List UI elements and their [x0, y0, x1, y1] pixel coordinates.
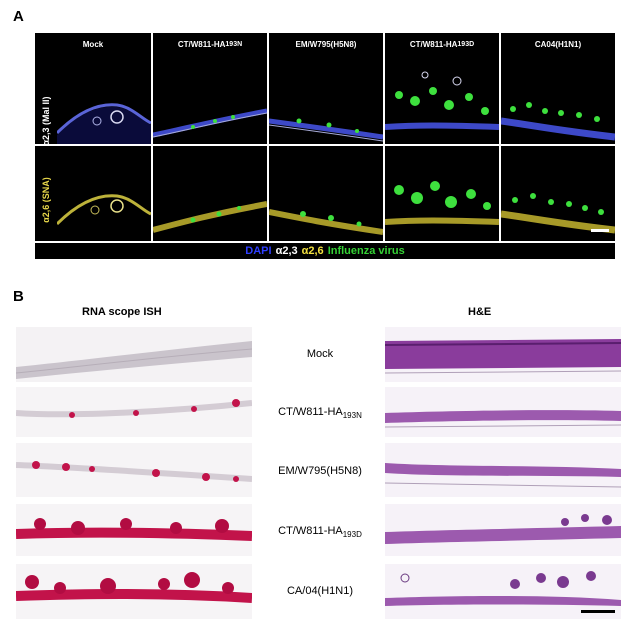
grid-separator: [151, 33, 153, 241]
row-label-alpha23: α2,3 (Mal II): [41, 96, 51, 146]
grid-separator: [35, 144, 615, 146]
tile-a-em-alpha26: [269, 146, 383, 241]
column-header-ct-w811-193n: CT/W811-HA 193N: [177, 39, 243, 49]
column-header-em-w795: EM/W795(H5N8): [295, 39, 357, 49]
scale-bar-b: [581, 610, 615, 613]
panel-a-letter: A: [13, 8, 24, 25]
panel-a-fluorescence-grid: Mock CT/W811-HA 193N EM/W795(H5N8) CT/W81…: [35, 33, 615, 259]
ish-tile-193d: [16, 504, 252, 556]
grid-separator: [383, 33, 385, 241]
legend-alpha23: α2,3: [275, 245, 298, 257]
he-tile-193d: [385, 504, 621, 556]
grid-separator: [267, 33, 269, 241]
row-label-ca04: CA/04(H1N1): [286, 585, 354, 597]
ish-tile-mock: [16, 327, 252, 382]
he-tile-em: [385, 443, 621, 497]
he-tile-mock: [385, 327, 621, 382]
ish-tile-193n: [16, 387, 252, 437]
ish-tile-em: [16, 443, 252, 497]
row-label-em-w795: EM/W795(H5N8): [278, 465, 362, 477]
legend-dapi: DAPI: [245, 245, 272, 257]
row-label-alpha26: α2,6 (SNA): [41, 177, 51, 223]
ish-tile-ca04: [16, 564, 252, 619]
panel-b-right-title: H&E: [468, 306, 492, 318]
legend-influenza: Influenza virus: [327, 245, 405, 257]
panel-b-left-title: RNA scope ISH: [82, 306, 162, 318]
tile-a-em-alpha23: [269, 55, 383, 144]
scale-bar-a: [591, 229, 609, 232]
row-label-ct-w811-193n: CT/W811-HA193N: [278, 406, 362, 421]
channel-legend: DAPI α2,3 α2,6 Influenza virus: [35, 243, 615, 259]
panel-b-letter: B: [13, 288, 24, 305]
tile-a-mock-alpha26: [57, 146, 151, 241]
row-label-mock: Mock: [306, 348, 334, 360]
column-header-ca04: CA04(H1N1): [534, 39, 582, 49]
grid-separator: [35, 241, 615, 243]
row-label-ct-w811-193d: CT/W811-HA193D: [278, 525, 362, 540]
he-tile-193n: [385, 387, 621, 437]
tile-a-193n-alpha26: [153, 146, 267, 241]
column-header-mock: Mock: [82, 39, 104, 49]
grid-separator: [499, 33, 501, 241]
tile-a-ca04-alpha23: [501, 55, 615, 144]
legend-alpha26: α2,6: [301, 245, 324, 257]
tile-a-193d-alpha23: [385, 55, 499, 144]
tile-a-ca04-alpha26: [501, 146, 615, 241]
tile-a-mock-alpha23: [57, 55, 151, 144]
column-header-ct-w811-193d: CT/W811-HA 193D: [409, 39, 475, 49]
tile-a-193d-alpha26: [385, 146, 499, 241]
tile-a-193n-alpha23: [153, 55, 267, 144]
he-tile-ca04: [385, 564, 621, 619]
